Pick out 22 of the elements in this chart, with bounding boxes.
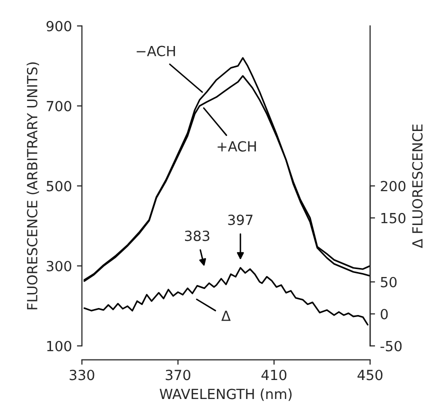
x-tick-label: 450 (358, 370, 382, 380)
annotation: −ACH (136, 46, 175, 56)
x-tick-label: 330 (70, 370, 94, 380)
y-tick-label: 900 (46, 20, 72, 32)
y2-axis-title: Δ FLUORESCENCE (412, 124, 423, 248)
y2-tick-label: 50 (380, 276, 397, 288)
y2-tick-label: 150 (381, 212, 406, 224)
annotation: 397 (228, 214, 252, 226)
y-axis-title: FLUORESCENCE (ARBITRARY UNITS) (26, 62, 40, 310)
x-tick-label: 370 (166, 370, 190, 380)
y2-tick-label: 0 (380, 308, 388, 320)
x-tick-label: 410 (261, 370, 286, 380)
y-tick-label: 700 (46, 100, 72, 112)
annotation: 383 (184, 230, 210, 242)
annotation: Δ (221, 310, 231, 321)
y-tick-label: 500 (46, 180, 72, 192)
y2-tick-label: 200 (380, 180, 406, 192)
y-tick-label: 100 (47, 340, 72, 352)
y2-tick-label: -50 (380, 340, 402, 352)
x-axis-title: WAVELENGTH (nm) (160, 388, 292, 401)
annotation: +ACH (218, 141, 256, 152)
y-tick-label: 300 (46, 260, 72, 272)
